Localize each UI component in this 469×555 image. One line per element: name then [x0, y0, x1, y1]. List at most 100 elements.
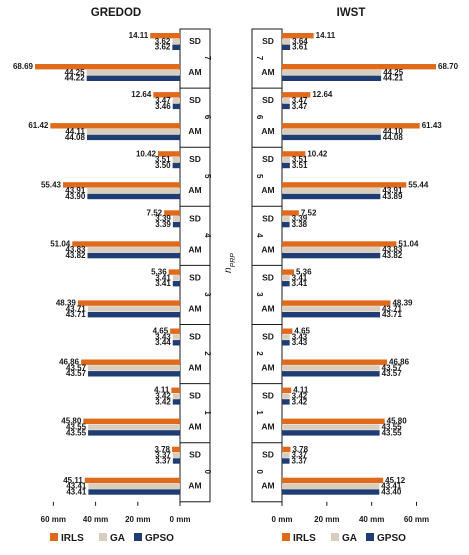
data-label: 43.55: [66, 428, 87, 437]
bar-ga-am: [282, 483, 380, 489]
stat-label: AM: [188, 422, 201, 432]
y-axis-label-base: n: [223, 267, 234, 273]
data-label: 44.22: [65, 74, 86, 83]
bar-ga-am: [87, 247, 180, 253]
bar-gpso-am: [88, 430, 180, 436]
bar-ga-am: [87, 306, 180, 312]
bar-gpso-am: [282, 134, 381, 141]
bar-gpso-sd: [172, 162, 180, 169]
data-label: 3.50: [155, 161, 171, 170]
bar-ga-sd: [282, 97, 290, 104]
bar-irls-sd: [282, 328, 293, 334]
data-label: 43.71: [66, 304, 87, 313]
data-label: 43.41: [66, 482, 87, 491]
panel-title: IWST: [337, 7, 366, 19]
group-label: 7: [255, 56, 264, 61]
x-tick-label: 40 mm: [359, 515, 384, 524]
data-label: 55.44: [408, 180, 429, 189]
bar-ga-am: [88, 424, 180, 430]
bar-irls-am: [72, 241, 180, 247]
legend-swatch: [99, 533, 107, 541]
bar-ga-sd: [282, 216, 290, 222]
data-label: 3.51: [292, 161, 308, 170]
bar-ga-sd: [282, 393, 290, 399]
bar-ga-am: [282, 128, 381, 135]
legend-label: GA: [110, 533, 125, 544]
data-label: 43.55: [382, 423, 403, 432]
stat-label: AM: [261, 67, 274, 77]
data-label: 5.36: [151, 268, 167, 277]
stat-label: AM: [261, 303, 274, 313]
bar-gpso-am: [87, 252, 180, 259]
data-label: 46.86: [59, 358, 80, 367]
bar-gpso-sd: [282, 340, 290, 346]
data-label: 43.41: [66, 487, 87, 496]
stat-label: AM: [188, 481, 201, 491]
stat-label: AM: [261, 244, 274, 254]
stat-label: AM: [261, 185, 274, 195]
group-label: 2: [203, 351, 212, 356]
legend-swatch: [366, 533, 374, 541]
bar-irls-am: [35, 64, 181, 70]
data-label: 10.42: [307, 149, 328, 158]
stat-label: SD: [262, 95, 274, 105]
bar-gpso-sd: [172, 399, 180, 405]
stat-label: SD: [262, 213, 274, 223]
data-label: 51.04: [398, 239, 419, 248]
data-label: 43.71: [66, 310, 87, 319]
bar-ga-sd: [172, 452, 180, 458]
stat-label: AM: [261, 481, 274, 491]
data-label: 48.39: [392, 299, 413, 308]
legend-label: GA: [342, 533, 357, 544]
bar-irls-sd: [282, 269, 295, 275]
stat-label: AM: [188, 363, 201, 373]
panel-title: GREDOD: [91, 7, 141, 19]
data-label: 3.42: [155, 392, 171, 401]
x-tick-label: 40 mm: [83, 515, 108, 524]
data-label: 43.55: [382, 428, 403, 437]
bar-gpso-am: [282, 430, 380, 436]
bar-irls-am: [282, 477, 384, 484]
bar-gpso-sd: [282, 221, 290, 228]
bar-irls-sd: [282, 387, 292, 393]
data-label: 3.41: [155, 273, 171, 282]
data-label: 3.39: [155, 214, 171, 223]
bar-gpso-sd: [172, 103, 180, 110]
data-label: 3.78: [154, 445, 170, 454]
bar-gpso-sd: [172, 458, 180, 464]
data-label: 4.11: [293, 386, 309, 395]
data-label: 44.10: [383, 127, 404, 136]
data-label: 12.64: [312, 90, 333, 99]
bar-gpso-am: [282, 489, 380, 495]
data-label: 3.42: [292, 392, 308, 401]
bar-ga-am: [282, 69, 382, 76]
bar-gpso-sd: [282, 44, 291, 50]
bar-ga-sd: [172, 334, 180, 340]
data-label: 43.57: [66, 369, 87, 378]
group-label: 4: [203, 233, 212, 238]
data-label: 44.25: [65, 68, 86, 77]
data-label: 3.44: [155, 338, 171, 347]
bar-ga-am: [86, 69, 180, 76]
bar-gpso-sd: [172, 340, 180, 346]
data-label: 43.83: [65, 245, 86, 254]
data-label: 3.37: [292, 451, 308, 460]
bar-ga-sd: [282, 157, 290, 163]
stat-label: AM: [188, 244, 201, 254]
data-label: 3.37: [292, 456, 308, 465]
data-label: 43.91: [65, 186, 86, 195]
bar-ga-sd: [172, 216, 180, 222]
data-label: 5.36: [296, 268, 312, 277]
stat-label: SD: [262, 391, 274, 401]
stat-label: SD: [189, 450, 201, 460]
data-label: 3.62: [155, 43, 171, 52]
bar-irls-am: [282, 300, 391, 306]
stat-label: SD: [189, 272, 201, 282]
data-label: 3.51: [155, 155, 171, 164]
data-label: 3.42: [155, 397, 171, 406]
bar-gpso-am: [282, 193, 381, 200]
stat-label: AM: [188, 303, 201, 313]
bar-ga-sd: [172, 97, 180, 104]
data-label: 4.11: [154, 386, 170, 395]
bar-irls-sd: [282, 33, 314, 39]
